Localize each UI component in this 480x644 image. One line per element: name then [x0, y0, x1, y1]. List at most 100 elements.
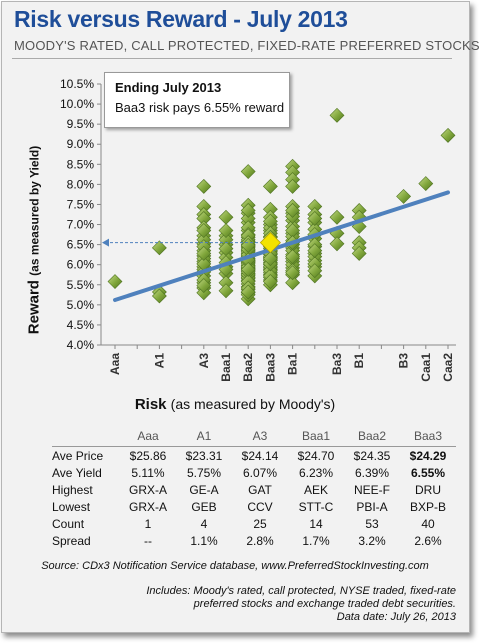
data-point-diamond	[418, 176, 434, 192]
y-tick-label: 9.5%	[67, 117, 95, 131]
data-point-diamond	[196, 278, 212, 293]
y-tick-label: 7.0%	[67, 218, 95, 232]
data-point-diamond	[329, 209, 345, 225]
x-axis-title-main: Risk	[134, 396, 167, 413]
stats-cell: $24.70	[288, 446, 344, 465]
data-point-diamond	[240, 284, 256, 300]
stats-cell: GAT	[248, 483, 272, 497]
data-point-diamond	[262, 178, 278, 194]
data-point-diamond	[262, 251, 278, 267]
data-point-diamond	[307, 243, 323, 259]
footnotes: Includes: Moody's rated, call protected,…	[146, 585, 456, 624]
y-axis-title-note: (as measured by Yield)	[27, 145, 42, 276]
stats-cell: BXP-B	[409, 500, 446, 514]
x-axis: Aaa A1 A3 Baa1 Baa2 Baa3 Ba1 Ba3 B1 B3 Caa1 Caa2	[101, 344, 456, 382]
data-point-diamond	[196, 246, 212, 261]
stats-cell: 6.55%	[410, 466, 446, 480]
stats-cell: 3.2%	[358, 534, 386, 548]
data-point-diamond	[240, 164, 256, 179]
stats-body: Ave Price $25.86 $23.31 $24.14 $24.70 $24.35 $…	[52, 446, 456, 551]
stats-header-blank	[52, 426, 120, 447]
stats-cell: 2.8%	[246, 534, 274, 548]
footnote-line-3: Data date: July 26, 2013	[336, 611, 456, 623]
y-tick-label: 8.0%	[67, 177, 95, 191]
y-axis-title-main: Reward	[25, 280, 43, 335]
stats-table: Aaa A1 A3 Baa1 Baa2 Baa3 Ave Price $25.86…	[52, 426, 456, 550]
stats-row: Highest GRX-A GE-A GAT AEK NEE-F DRU	[52, 482, 456, 499]
data-point-diamond	[151, 288, 167, 304]
footnote-line-2: preferred stocks and exchange traded deb…	[193, 598, 456, 610]
stats-cell: $24.29	[400, 446, 456, 465]
stats-col-header: Baa3	[413, 428, 443, 443]
data-point-diamond	[285, 178, 301, 194]
scatter-chart: 4.0% 4.5% 5.0% 5.5% 6.0% 6.5% 7.0% 7.5% 8.0% 8.5%…	[60, 77, 456, 382]
stats-row-label: Spread	[52, 534, 91, 548]
stats-cell: $24.35	[344, 446, 400, 465]
stats-cell: 5.11%	[131, 466, 165, 480]
y-tick-label: 9.0%	[67, 137, 95, 151]
chart-title: Risk versus Reward - July 2013	[14, 6, 348, 32]
data-point-diamond	[351, 246, 367, 261]
stats-row: Ave Yield 5.11% 5.75% 6.07% 6.23% 6.39% 6.55%	[52, 465, 456, 482]
stats-cell: 1.1%	[190, 534, 218, 548]
stats-cell: PBI-A	[356, 500, 388, 514]
x-tick-label: Ba1	[286, 353, 300, 375]
x-tick-label: Baa2	[241, 353, 255, 382]
stats-cell: 6.39%	[354, 466, 390, 480]
stats-col-header: Aaa	[137, 428, 159, 443]
x-tick-label: Baa1	[219, 353, 233, 382]
stats-cell: 6.23%	[298, 466, 334, 480]
y-tick-label: 4.0%	[67, 338, 95, 352]
stats-cell: 53	[365, 517, 379, 531]
data-point-diamond	[218, 223, 234, 238]
stats-cell: $25.86	[120, 446, 176, 465]
data-point-diamond	[240, 262, 256, 277]
trendline	[113, 190, 450, 303]
chart-subtitle: MOODY'S RATED, CALL PROTECTED, FIXED-RAT…	[14, 38, 480, 53]
source-note: Source: CDx3 Notification Service databa…	[41, 560, 429, 572]
data-point-diamond	[151, 240, 167, 256]
stats-col-header: A1	[196, 428, 212, 443]
stats-cell: 40	[421, 517, 435, 531]
data-point-diamond	[240, 203, 256, 218]
stats-cell: GRX-A	[128, 500, 167, 514]
stats-cell: GRX-A	[128, 483, 167, 497]
annotation-line-1: Ending July 2013	[115, 80, 222, 95]
stats-col-header: A3	[252, 428, 268, 443]
stats-cell: STT-C	[298, 500, 334, 514]
x-tick-label: A3	[197, 353, 211, 369]
trendline-layer	[102, 190, 450, 303]
y-tick-label: 5.5%	[67, 278, 95, 292]
y-axis-title: Reward (as measured by Yield)	[26, 146, 43, 334]
stats-col-header: Baa1	[301, 428, 331, 443]
y-tick-label: 5.0%	[67, 298, 95, 312]
stats-row: Spread -- 1.1% 2.8% 1.7% 3.2% 2.6%	[52, 533, 456, 550]
y-tick-label: 7.5%	[67, 197, 95, 211]
data-point-diamond	[329, 107, 345, 123]
data-point-diamond	[307, 211, 323, 226]
stats-cell: CCV	[247, 500, 273, 514]
stats-row-label: Highest	[52, 483, 93, 497]
stats-cell: 1	[144, 517, 152, 531]
stats-cell: AEK	[303, 483, 328, 497]
stats-cell: 5.75%	[186, 466, 222, 480]
x-axis-title: Risk (as measured by Moody's)	[0, 396, 470, 413]
data-point-diamond	[218, 241, 234, 257]
y-tick-label: 6.5%	[67, 238, 95, 252]
stats-cell: NEE-F	[354, 483, 390, 497]
highlight-point-diamond	[259, 232, 281, 254]
data-point-diamond	[285, 275, 301, 291]
x-tick-label: Caa2	[441, 353, 455, 382]
data-point-diamond	[285, 249, 301, 265]
y-tick-label: 10.5%	[60, 77, 94, 91]
stats-cell: 2.6%	[414, 534, 442, 548]
y-tick-label: 8.5%	[67, 157, 95, 171]
data-point-diamond	[262, 274, 278, 289]
x-tick-label: Baa3	[263, 353, 277, 382]
data-point-diamond	[285, 203, 301, 218]
y-tick-label: 10.0%	[60, 97, 94, 111]
x-tick-label: Aaa	[108, 353, 122, 375]
stats-cell: GE-A	[189, 483, 219, 497]
x-axis-title-note: (as measured by Moody's)	[170, 396, 336, 412]
data-point-diamond	[329, 236, 345, 252]
